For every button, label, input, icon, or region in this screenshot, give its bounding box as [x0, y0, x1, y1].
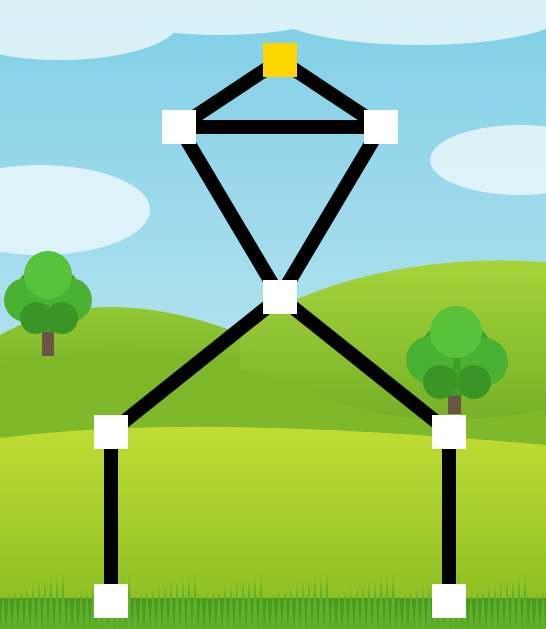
- node-lower-left[interactable]: [94, 415, 128, 449]
- clouds: [0, 0, 546, 255]
- node-upper-left[interactable]: [162, 110, 196, 144]
- node-upper-right[interactable]: [364, 110, 398, 144]
- tree-left: [4, 251, 92, 356]
- edge-center-lower-right[interactable]: [273, 290, 456, 439]
- tree-right: [406, 306, 508, 414]
- field: [0, 426, 546, 629]
- edge-center-lower-left[interactable]: [104, 290, 287, 439]
- start-node-top[interactable]: [263, 43, 297, 77]
- node-bottom-right[interactable]: [432, 584, 466, 618]
- node-bottom-left[interactable]: [94, 584, 128, 618]
- edge-upper-right-center[interactable]: [273, 120, 388, 304]
- node-center[interactable]: [263, 280, 297, 314]
- edge-upper-left-center[interactable]: [172, 120, 287, 304]
- node-lower-right[interactable]: [432, 415, 466, 449]
